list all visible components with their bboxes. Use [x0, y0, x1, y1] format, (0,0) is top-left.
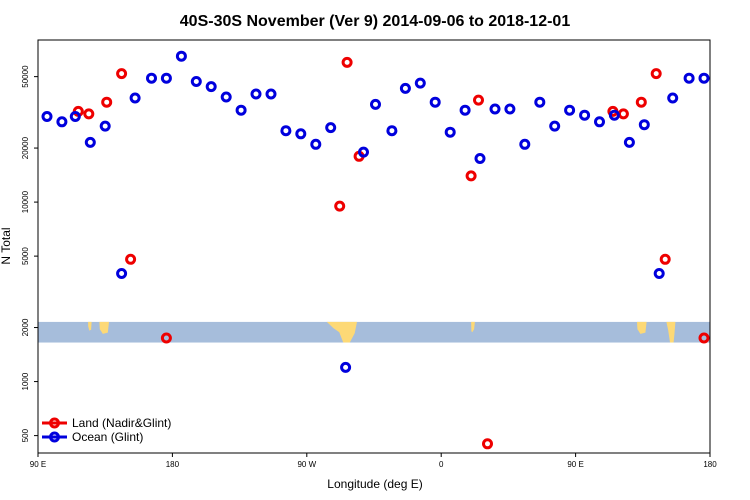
ocean-point	[534, 96, 546, 108]
x-axis-ticks: 90 E 180 90 W 0 90 E 180	[30, 453, 717, 469]
x-tick-label: 90 E	[30, 460, 46, 469]
ocean-point	[116, 268, 128, 279]
y-tick-label: 5000	[21, 247, 30, 265]
land-point	[334, 200, 346, 212]
x-tick-label: 180	[703, 460, 717, 469]
land-mass	[99, 321, 109, 334]
legend-ocean-label: Ocean (Glint)	[72, 430, 143, 444]
ocean-point	[474, 153, 486, 164]
land-point	[650, 68, 662, 80]
ocean-point	[489, 103, 501, 115]
ocean-point	[129, 92, 141, 104]
ocean-point	[683, 72, 695, 84]
land-point	[465, 170, 477, 182]
map-band-ocean	[38, 321, 710, 343]
y-axis-ticks: 500 1000 2000 5000 10000 20000 50000	[21, 65, 38, 442]
ocean-point	[235, 104, 247, 116]
ocean-point	[608, 109, 620, 121]
map-band	[38, 321, 710, 343]
ocean-point	[41, 111, 53, 122]
land-point	[125, 253, 137, 265]
ocean-point	[84, 136, 96, 148]
ocean-point	[667, 92, 679, 104]
ocean-point	[190, 76, 202, 87]
x-tick-label: 90 W	[297, 460, 316, 469]
y-tick-label: 2000	[21, 318, 30, 336]
land-point	[341, 56, 353, 68]
plot-frame	[37, 39, 711, 454]
land-point	[659, 253, 671, 265]
legend-land-label: Land (Nadir&Glint)	[72, 416, 171, 430]
x-tick-label: 180	[166, 460, 180, 469]
map-band-land	[88, 321, 676, 343]
ocean-point	[444, 126, 456, 138]
land-point	[101, 96, 113, 108]
land-point	[698, 332, 710, 344]
y-tick-label: 50000	[21, 65, 30, 88]
land-point	[473, 94, 484, 106]
ocean-point	[370, 98, 381, 110]
land-point	[160, 332, 172, 344]
ocean-point	[175, 50, 187, 62]
land-series	[72, 56, 710, 450]
x-axis-label: Longitude (deg E)	[327, 477, 422, 491]
ocean-point	[579, 109, 591, 121]
land-mass	[637, 321, 647, 334]
land-point	[635, 96, 647, 108]
y-axis-label: N Total	[0, 227, 13, 264]
ocean-point	[310, 138, 322, 150]
x-tick-label: 90 E	[567, 460, 583, 469]
ocean-point	[160, 72, 172, 84]
ocean-point	[386, 125, 398, 137]
legend: Land (Nadir&Glint) Ocean (Glint)	[42, 416, 171, 444]
ocean-point	[638, 119, 650, 131]
ocean-point	[429, 96, 441, 108]
ocean-point	[504, 103, 516, 115]
land-mass	[471, 321, 475, 333]
ocean-point	[146, 72, 157, 84]
legend-land-marker	[49, 417, 60, 429]
land-point	[482, 438, 493, 450]
ocean-point	[519, 138, 531, 150]
ocean-point	[340, 361, 352, 373]
y-tick-label: 10000	[21, 190, 30, 213]
land-mass	[666, 321, 676, 343]
ocean-point	[459, 104, 471, 116]
ocean-point	[295, 128, 307, 140]
ocean-point	[698, 72, 710, 84]
ocean-point	[358, 146, 369, 158]
ocean-point	[56, 116, 68, 128]
x-tick-label: 0	[439, 460, 444, 469]
ocean-point	[549, 120, 561, 132]
y-tick-label: 1000	[21, 372, 30, 390]
chart-title: 40S-30S November (Ver 9) 2014-09-06 to 2…	[180, 13, 571, 30]
ocean-point	[414, 77, 426, 89]
ocean-point	[220, 91, 232, 103]
y-tick-label: 20000	[21, 136, 30, 159]
ocean-point	[69, 111, 81, 122]
legend-ocean-marker	[49, 431, 60, 443]
land-mass	[88, 321, 92, 331]
land-mass	[326, 321, 357, 343]
ocean-point	[594, 116, 605, 128]
ocean-point	[280, 125, 292, 137]
ocean-point	[265, 88, 277, 100]
ocean-point	[250, 88, 262, 100]
ocean-point	[325, 122, 337, 134]
land-point	[116, 68, 128, 80]
ocean-point	[205, 81, 217, 93]
ocean-point	[564, 104, 576, 116]
land-point	[83, 108, 95, 120]
ocean-point	[399, 82, 411, 94]
ocean-point	[623, 136, 635, 148]
ocean-point	[99, 120, 111, 132]
ocean-series	[41, 50, 710, 373]
y-tick-label: 500	[21, 428, 30, 442]
ocean-point	[653, 268, 665, 279]
